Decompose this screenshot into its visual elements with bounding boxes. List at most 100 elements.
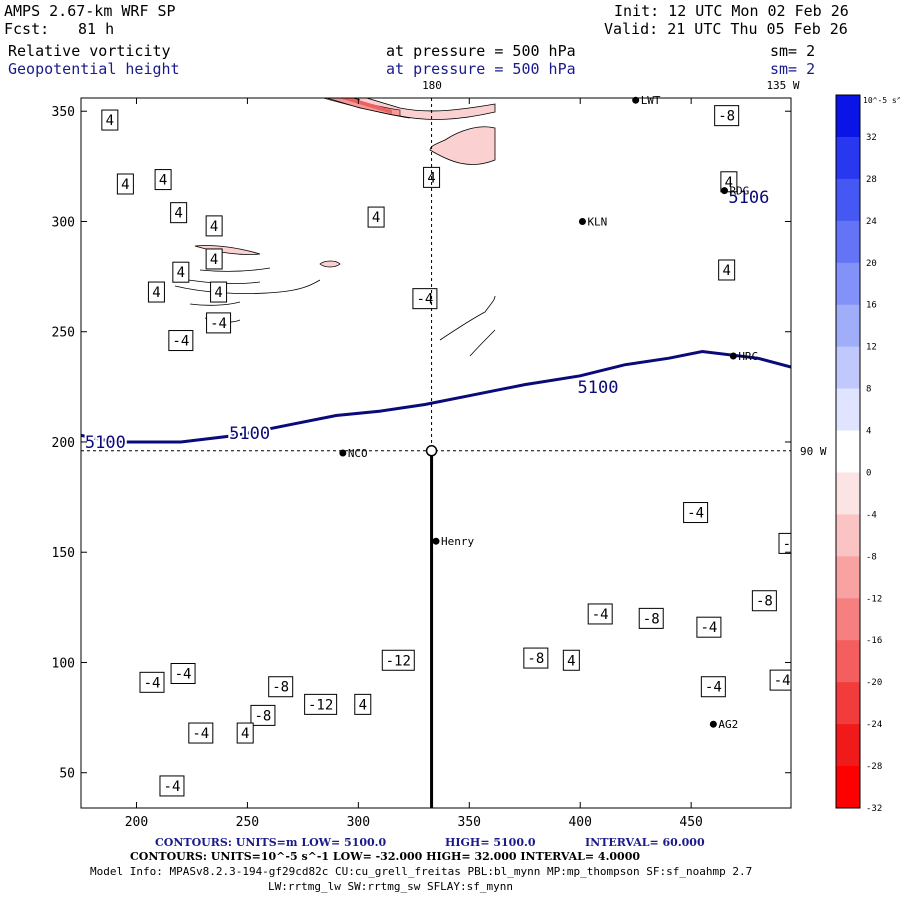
station-label: RDG — [729, 185, 749, 198]
vorticity-label: -4 — [172, 334, 189, 350]
color-bar-tick: -4 — [866, 510, 877, 520]
vorticity-label-box — [304, 693, 338, 715]
color-bar-segment — [836, 388, 860, 432]
x-tick-label: 400 — [568, 815, 591, 830]
vorticity-label-box — [718, 259, 736, 281]
vorticity-label: 4 — [210, 252, 218, 268]
station-label: LWT — [641, 94, 661, 107]
color-bar-segment — [836, 766, 860, 809]
color-bar-segment — [836, 514, 860, 557]
vorticity-label: 4 — [152, 285, 160, 301]
station-marker — [578, 217, 586, 225]
color-bar-tick: 4 — [866, 427, 871, 437]
vorticity-label-box — [159, 775, 185, 797]
color-bar: 32 28 24 20 16 12 8 4 0 -4 -8 -12 -16 -20 -24 -28 -32 10^… — [835, 94, 900, 814]
footer-height-high: HIGH= 5100.0 — [445, 836, 536, 849]
color-bar-segment — [836, 472, 860, 515]
y-tick-label: 200 — [52, 436, 75, 451]
color-bar-frame — [835, 94, 861, 809]
vorticity-label-box — [188, 722, 214, 744]
color-bar-segment — [836, 430, 860, 473]
model-title: AMPS 2.67-km WRF SP — [4, 2, 176, 20]
vorticity-label: -12 — [386, 653, 411, 669]
x-tick-label: 250 — [236, 815, 259, 830]
color-bar-tick: 12 — [866, 343, 877, 353]
footer-model-info: Model Info: MPASv8.2.3-194-gf29cd82c CU:… — [90, 865, 753, 878]
vorticity-label: 4 — [174, 206, 182, 222]
color-bar-tick: 32 — [866, 133, 877, 143]
vorticity-label: -4 — [592, 607, 609, 623]
vorticity-label: 4 — [722, 263, 730, 279]
forecast-hours: 81 h — [78, 20, 115, 38]
lon-90w-label: 90 W — [800, 445, 827, 458]
height-contour-label: 5100 — [577, 378, 618, 398]
positive-contour-5 — [189, 301, 241, 306]
vorticity-label: -4 — [687, 506, 704, 522]
vorticity-label: -4 — [700, 620, 717, 636]
vorticity-label-box — [101, 109, 119, 131]
lon-135w-label: 135 W — [766, 79, 799, 92]
vorticity-label-box — [683, 502, 709, 524]
y-tick-label: 100 — [52, 656, 75, 671]
plot-frame — [80, 97, 792, 809]
vorticity-label: 4 — [177, 265, 185, 281]
positive-contour-1 — [174, 279, 321, 295]
crosshair — [81, 98, 791, 808]
vorticity-label: -4 — [175, 666, 192, 682]
color-bar-tick: 8 — [866, 385, 871, 395]
station-label: NCO — [348, 447, 368, 460]
color-bar-segment — [836, 95, 860, 138]
positive-contour-9 — [469, 329, 496, 357]
positive-contour-6 — [325, 98, 411, 119]
stations: NCO Henry KLN RDG HRC AG2 LWT — [339, 94, 758, 731]
color-bar-tick: 16 — [866, 301, 877, 311]
negative-vorticity-band-main — [339, 98, 496, 120]
vorticity-label: -8 — [718, 109, 735, 125]
station-marker — [720, 187, 728, 195]
vorticity-label-box — [206, 312, 232, 334]
vorticity-label-box — [154, 169, 172, 191]
color-bar-tick: 24 — [866, 217, 877, 227]
color-bar-tick: -28 — [866, 762, 882, 772]
vorticity-label: -4 — [192, 726, 209, 742]
vorticity-label: 4 — [121, 177, 129, 193]
color-bar-segment — [836, 304, 860, 348]
positive-contour-8 — [439, 295, 496, 341]
height-contour-5100 — [81, 350, 791, 444]
footer-height-interval: INTERVAL= 60.000 — [585, 836, 705, 849]
field2-level: at pressure = 500 hPa — [386, 60, 576, 78]
crosshair-marker — [425, 445, 438, 457]
vorticity-label: 4 — [241, 726, 249, 742]
height-contour-label-5106: 5106 — [728, 188, 769, 208]
vorticity-label: 4 — [106, 113, 114, 129]
vorticity-label-box — [700, 676, 726, 698]
positive-contour-7 — [351, 98, 361, 101]
vorticity-label-box — [751, 590, 777, 612]
color-bar-tick: -8 — [866, 552, 877, 562]
vorticity-label: 4 — [210, 219, 218, 235]
negative-vorticity-patch-north — [319, 260, 341, 268]
color-bar-tick: 28 — [866, 175, 877, 185]
vorticity-label-box — [116, 173, 134, 195]
station-marker — [432, 537, 440, 545]
vorticity-label-box — [236, 722, 254, 744]
y-tick-label: 50 — [59, 767, 75, 782]
field2-name: Geopotential height — [8, 60, 180, 78]
vorticity-label: -4 — [774, 673, 791, 689]
vorticity-label: -4 — [416, 292, 433, 308]
vorticity-label-box — [354, 693, 372, 715]
vorticity-label-box — [769, 669, 791, 691]
field1-smoothing: sm= 2 — [770, 42, 816, 60]
valid-time: Valid: 21 UTC Thu 05 Feb 26 — [604, 20, 848, 38]
color-bar-tick: -32 — [866, 804, 882, 814]
station-label: Henry — [441, 535, 474, 548]
color-bar-segment — [836, 262, 860, 306]
x-tick-label: 450 — [679, 815, 702, 830]
color-bar-segment — [836, 640, 860, 683]
station-marker — [729, 352, 737, 360]
x-tick-label: 300 — [347, 815, 370, 830]
vorticity-label-box — [205, 215, 223, 237]
station-label: HRC — [738, 350, 758, 363]
vorticity-label-box — [720, 171, 738, 193]
